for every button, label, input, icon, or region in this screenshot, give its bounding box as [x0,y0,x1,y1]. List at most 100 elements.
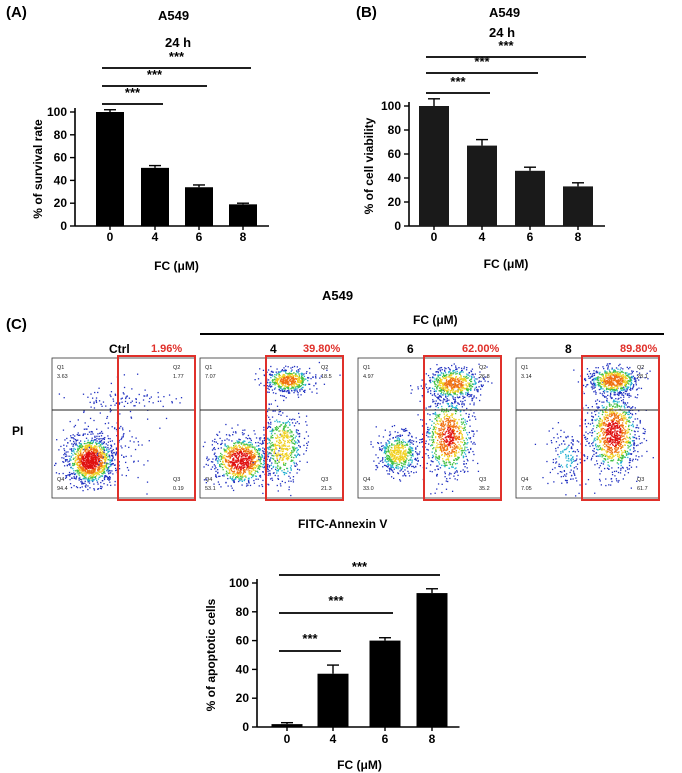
flow-event-dot [438,457,440,459]
flow-event-dot [442,423,445,425]
flow-event-dot [66,459,68,461]
flow-event-dot [73,442,76,444]
flow-event-dot [286,385,289,388]
flow-event-dot [456,447,458,449]
flow-event-dot [84,448,86,450]
flow-event-dot [89,446,91,448]
flow-event-dot [403,430,405,432]
flow-event-dot [69,440,71,442]
flow-event-dot [69,459,71,461]
flow-event-dot [100,440,103,442]
flow-event-dot [443,389,445,392]
flow-event-dot [470,395,472,397]
flow-event-dot [104,454,106,456]
flow-event-dot [438,437,440,439]
flow-event-dot [90,474,92,476]
flow-event-dot [268,438,271,441]
flow-event-dot [467,390,469,392]
flow-event-dot [243,475,245,477]
flow-event-dot [291,460,293,462]
flow-event-dot [236,471,239,473]
flow-event-dot [454,455,456,458]
flow-event-dot [85,455,87,458]
flow-event-dot [251,444,253,446]
flow-event-dot [285,425,287,427]
flow-event-dot [400,428,403,430]
flow-event-dot [240,479,242,481]
flow-event-dot [438,414,440,416]
flow-event-dot [70,452,73,455]
flow-event-dot [447,376,450,378]
flow-event-dot [83,463,85,466]
flow-event-dot [451,405,453,407]
flow-event-dot [296,451,298,453]
flow-event-dot [278,373,280,375]
chart-c-y-tick-label: 40 [236,662,250,676]
flow-event-dot [274,474,276,477]
flow-event-dot [254,472,256,474]
flow-event-dot [237,472,240,475]
flow-event-dot [72,444,75,446]
flow-event-dot [395,449,397,451]
flow-event-dot [458,429,461,432]
flow-event-dot [250,460,252,463]
flow-event-dot [280,370,283,372]
flow-event-dot [436,432,438,434]
flow-event-dot [395,466,397,469]
flow-event-dot [80,479,83,481]
flow-event-dot [278,453,280,456]
flow-event-dot [273,452,275,455]
flow-event-dot [83,411,85,414]
flow-event-dot [220,452,222,455]
flow-event-dot [454,454,456,456]
flow-event-dot [271,416,274,418]
flow-event-dot [242,454,244,457]
flow-event-dot [398,448,401,450]
flow-event-dot [90,406,92,408]
flow-event-dot [109,394,111,396]
flow-event-dot [431,439,433,441]
flow-apoptotic-gate-box [265,355,344,501]
flow-event-dot [70,477,73,479]
flow-event-dot [284,371,287,373]
flow-event-dot [450,436,452,438]
flow-quadrant-name-q3: Q3 [173,477,180,483]
flow-event-dot [394,459,396,461]
flow-event-dot [458,448,461,451]
flow-event-dot [394,454,396,457]
flow-event-dot [269,472,271,475]
flow-event-dot [251,451,254,454]
flow-event-dot [93,474,95,476]
flow-event-dot [293,440,296,442]
flow-event-dot [244,456,247,458]
flow-event-dot [421,387,424,390]
flow-event-dot [81,482,84,485]
flow-event-dot [107,463,109,465]
flow-event-dot [92,448,94,451]
flow-event-dot [230,446,232,448]
flow-event-dot [214,465,216,467]
flow-y-label: PI [12,424,24,438]
flow-event-dot [455,401,457,403]
flow-event-dot [98,458,100,460]
flow-event-dot [393,444,395,446]
flow-event-dot [84,473,86,475]
flow-event-dot [229,456,232,459]
flow-event-dot [88,482,91,484]
flow-event-dot [434,456,437,458]
flow-event-dot [261,484,263,486]
flow-event-dot [285,422,288,424]
flow-event-dot [251,474,253,476]
flow-event-dot [437,415,439,418]
flow-event-dot [457,377,459,380]
flow-event-dot [474,373,477,375]
flow-event-dot [430,460,432,462]
flow-event-dot [289,379,292,381]
flow-event-dot [268,448,270,451]
flow-event-dot [84,445,86,448]
flow-event-dot [425,407,427,409]
flow-event-dot [453,384,455,386]
flow-event-dot [227,462,230,464]
flow-event-dot [448,467,451,470]
flow-event-dot [228,434,230,436]
